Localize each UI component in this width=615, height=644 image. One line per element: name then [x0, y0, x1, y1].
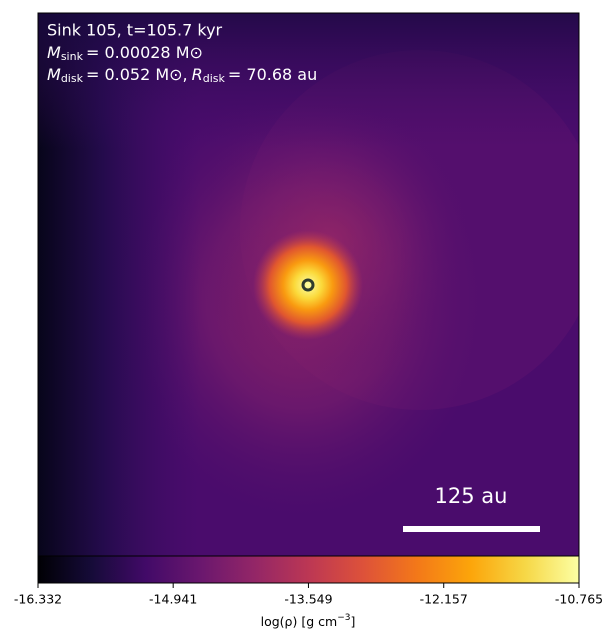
subscript: disk	[203, 72, 226, 85]
scale-bar-label: 125 au	[435, 484, 508, 508]
label-close: ]	[350, 614, 355, 629]
annotation: Mdisk = 0.052 M⊙, Rdisk = 70.68 au	[47, 65, 317, 86]
title: Sink 105, t=105.7 kyr	[47, 21, 223, 40]
tick-label: -13.549	[284, 592, 332, 607]
scale-bar	[403, 526, 540, 532]
colorbar-ticks: -16.332 -14.941 -13.549 -12.157 -10.765	[14, 583, 603, 607]
text: = 70.68 au	[228, 65, 317, 84]
colorbar	[37, 555, 580, 584]
colorbar-label: log(ρ) [g cm−3]	[261, 613, 356, 629]
sink-marker	[301, 278, 315, 292]
tick-label: -14.941	[149, 592, 197, 607]
symbol: R	[192, 65, 203, 84]
annotation: Msink = 0.00028 M⊙	[47, 43, 203, 64]
superscript: −3	[337, 613, 350, 623]
symbol: M	[47, 43, 61, 62]
subscript: sink	[61, 50, 84, 63]
label-text: log(ρ) [g cm	[261, 614, 338, 629]
symbol: M	[47, 65, 61, 84]
tick-label: -12.157	[420, 592, 468, 607]
tick-label: -10.765	[555, 592, 603, 607]
text: = 0.00028 M⊙	[86, 43, 203, 62]
text: = 0.052 M⊙,	[86, 65, 188, 84]
tick-label: -16.332	[14, 592, 62, 607]
subscript: disk	[61, 72, 84, 85]
density-map	[38, 13, 579, 556]
